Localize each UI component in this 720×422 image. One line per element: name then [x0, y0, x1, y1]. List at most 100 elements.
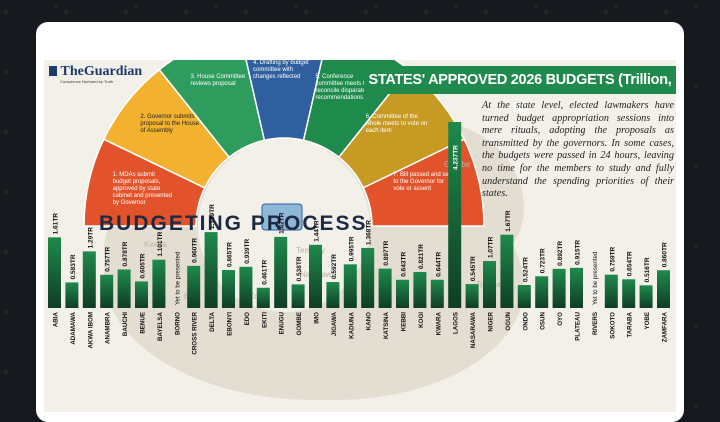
category-label: RIVERS — [592, 312, 599, 335]
category-label: BAUCHI — [122, 312, 129, 336]
bar-group: 0.592TR JIGAWA — [326, 254, 340, 336]
category-label: GOMBE — [296, 312, 303, 335]
bar-group: 0.939TR EDO — [239, 239, 253, 326]
bar — [517, 284, 531, 308]
category-label: BAYELSA — [157, 311, 164, 341]
category-label: DELTA — [209, 311, 216, 331]
bar-group: 0.583TR ADAMAWA — [65, 254, 79, 345]
bar — [430, 279, 444, 308]
bar-group: 0.524TR ONDO — [517, 257, 531, 331]
category-label: PLATEAU — [575, 311, 582, 340]
bar-value-label: 0.538TR — [296, 256, 303, 281]
bar-value-label: 1.67TR — [505, 210, 512, 232]
category-label: EBONYI — [227, 312, 234, 336]
category-label: CROSS RIVER — [192, 311, 199, 354]
bar-value-label: 0.878TR — [122, 241, 129, 266]
bar-group: 1.07TR NIGER — [483, 236, 496, 332]
bar — [361, 247, 375, 308]
bar — [396, 279, 409, 308]
bar — [535, 276, 549, 308]
bar-value-label: 0.461TR — [261, 260, 268, 285]
bar-group: 1.62TR ENUGU — [274, 212, 288, 334]
guardian-logo-icon — [49, 66, 57, 76]
bar-value-label: 1.07TR — [488, 236, 495, 258]
category-label: KEBBI — [401, 312, 408, 332]
bar-group: 0.643TR KEBBI — [396, 252, 409, 332]
bar — [48, 237, 61, 308]
bar — [378, 268, 392, 308]
bar-group: Yet to be presented BORNO — [174, 251, 181, 335]
category-label: YOBE — [644, 312, 651, 330]
category-label: IMO — [314, 312, 321, 324]
process-step-label: 3. House Committee reviews proposal — [190, 74, 246, 88]
process-step-label: 1. MDAs submit budget proposals, approve… — [112, 171, 172, 206]
guardian-logo: TheGuardian — [50, 64, 143, 80]
category-label: OGUN — [505, 311, 512, 330]
bar — [465, 284, 479, 308]
category-label: ANAMBRA — [105, 311, 112, 343]
bar-value-label: Yet to be presented — [174, 251, 181, 305]
bar-value-label: 4.237TR — [453, 145, 460, 170]
category-label: NASARAWA — [470, 311, 477, 348]
chart-title: STATES' APPROVED 2026 BUDGETS (Trillion,… — [368, 72, 672, 116]
chart-title-bar: STATES' APPROVED 2026 BUDGETS (Trillion,… — [364, 66, 676, 116]
bar-group: 1.101TR BAYELSA — [152, 231, 166, 341]
bar — [570, 267, 583, 308]
category-label: BENUE — [140, 312, 147, 334]
bar — [256, 287, 270, 308]
bar — [187, 265, 201, 308]
bar — [448, 122, 462, 308]
category-label: LAGOS — [453, 312, 460, 334]
bar-value-label: 0.960TR — [192, 238, 199, 263]
bar-group: 0.654TR TARABA — [622, 251, 636, 338]
category-label: OYO — [557, 312, 564, 326]
category-label: AKWA IBOM — [87, 312, 94, 349]
bar-group: 0.995TR KADUNA — [343, 236, 357, 339]
bar — [291, 284, 305, 308]
category-label: OSUN — [540, 311, 547, 329]
bar-group: 0.821TR KOGI — [413, 244, 427, 328]
bar — [152, 259, 166, 308]
category-label: BORNO — [174, 312, 181, 335]
process-step-label: 6. Committee of the whole meets to vote … — [365, 114, 428, 135]
bar — [309, 244, 322, 308]
process-step-label: 7. Bill passed and sent to the Governor … — [393, 171, 454, 192]
category-label: KOGI — [418, 312, 425, 328]
bar — [274, 236, 288, 308]
bar-group: 1.368TR KANO — [361, 220, 375, 330]
process-step-segment — [245, 60, 323, 142]
bar-group: 1.729TR DELTA — [204, 204, 218, 332]
bar-group: 0.757TR ANAMBRA — [100, 247, 114, 344]
bar — [622, 279, 636, 308]
budget-bar-chart: 1.61TR ABIA 0.583TR ADAMAWA 1.29TR AKWA IBOM 0… — [48, 122, 670, 355]
bar-group: 0.545TR NASARAWA — [465, 256, 479, 348]
category-label: EDO — [244, 312, 251, 326]
bar-value-label: 0.759TR — [609, 246, 616, 271]
bar-group: 1.61TR ABIA — [48, 213, 61, 327]
bar-value-label: 0.821TR — [418, 244, 425, 269]
bar-value-label: 1.368TR — [366, 220, 373, 245]
bar-group: 0.897TR KATSINA — [378, 240, 392, 339]
logo-text: TheGuardian — [60, 64, 143, 79]
bar-value-label: 1.729TR — [209, 204, 216, 229]
description-text: At the state level, elected lawmakers ha… — [482, 100, 674, 200]
bar-value-label: 0.592TR — [331, 254, 338, 279]
category-label: ZAMFARA — [662, 311, 669, 342]
bar-value-label: 1.44TR — [314, 220, 321, 242]
process-step-label: 4. Drafting by budget committee with cha… — [253, 60, 309, 80]
category-label: ADAMAWA — [70, 311, 77, 344]
bar-group: 0.892TR OYO — [552, 241, 566, 326]
bar — [552, 268, 566, 308]
bar-group: 0.865TR EBONYI — [222, 242, 235, 336]
bar-value-label: Yet to be presented — [592, 251, 599, 305]
bar-group: 1.67TR OGUN — [500, 210, 514, 331]
bar — [65, 282, 79, 308]
bar-value-label: 1.101TR — [157, 231, 164, 256]
process-step-label: 5. Conference committee meets to reconci… — [315, 74, 368, 102]
bar-value-label: 1.61TR — [53, 213, 60, 235]
process-step-segment — [158, 60, 266, 159]
bar-value-label: 0.545TR — [470, 256, 477, 281]
bar — [82, 251, 96, 308]
bar — [326, 282, 340, 308]
process-title: BUDGETING PROCESS — [99, 212, 368, 235]
